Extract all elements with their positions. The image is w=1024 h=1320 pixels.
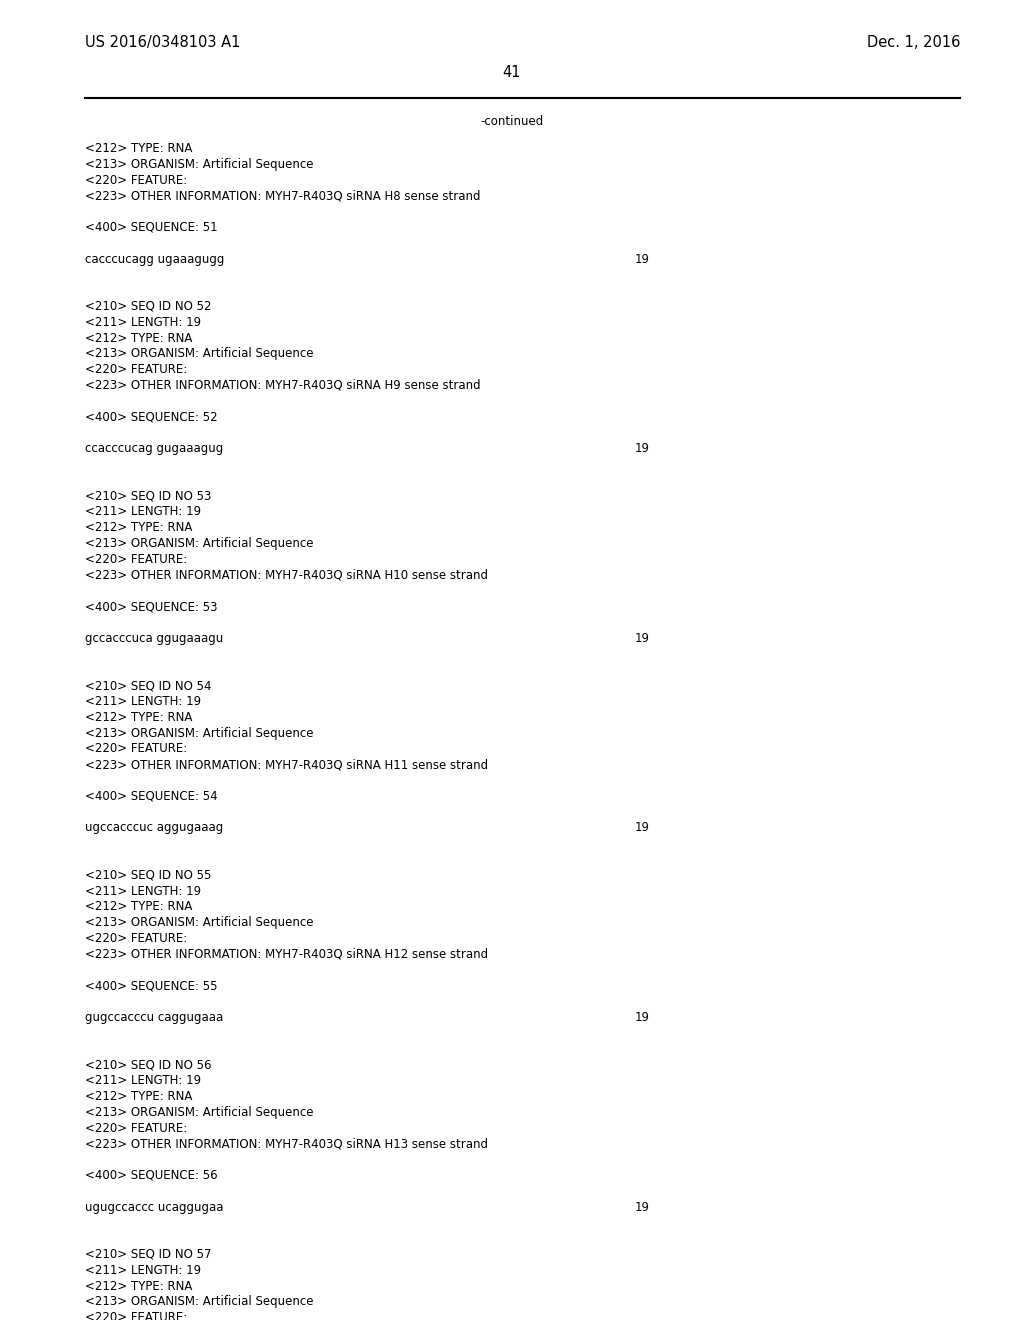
Text: 19: 19	[635, 1201, 650, 1213]
Text: <211> LENGTH: 19: <211> LENGTH: 19	[85, 696, 201, 708]
Text: <220> FEATURE:: <220> FEATURE:	[85, 363, 187, 376]
Text: <400> SEQUENCE: 52: <400> SEQUENCE: 52	[85, 411, 218, 424]
Text: <211> LENGTH: 19: <211> LENGTH: 19	[85, 884, 201, 898]
Text: <400> SEQUENCE: 54: <400> SEQUENCE: 54	[85, 789, 218, 803]
Text: 19: 19	[635, 1011, 650, 1024]
Text: <210> SEQ ID NO 55: <210> SEQ ID NO 55	[85, 869, 211, 882]
Text: <213> ORGANISM: Artificial Sequence: <213> ORGANISM: Artificial Sequence	[85, 916, 313, 929]
Text: <220> FEATURE:: <220> FEATURE:	[85, 553, 187, 566]
Text: <220> FEATURE:: <220> FEATURE:	[85, 1122, 187, 1135]
Text: <212> TYPE: RNA: <212> TYPE: RNA	[85, 1090, 193, 1104]
Text: <213> ORGANISM: Artificial Sequence: <213> ORGANISM: Artificial Sequence	[85, 347, 313, 360]
Text: <213> ORGANISM: Artificial Sequence: <213> ORGANISM: Artificial Sequence	[85, 1295, 313, 1308]
Text: 41: 41	[503, 65, 521, 81]
Text: <212> TYPE: RNA: <212> TYPE: RNA	[85, 331, 193, 345]
Text: US 2016/0348103 A1: US 2016/0348103 A1	[85, 36, 241, 50]
Text: gccacccuca ggugaaagu: gccacccuca ggugaaagu	[85, 632, 223, 644]
Text: <213> ORGANISM: Artificial Sequence: <213> ORGANISM: Artificial Sequence	[85, 158, 313, 170]
Text: <212> TYPE: RNA: <212> TYPE: RNA	[85, 143, 193, 154]
Text: <211> LENGTH: 19: <211> LENGTH: 19	[85, 1263, 201, 1276]
Text: <211> LENGTH: 19: <211> LENGTH: 19	[85, 315, 201, 329]
Text: <220> FEATURE:: <220> FEATURE:	[85, 1311, 187, 1320]
Text: <210> SEQ ID NO 57: <210> SEQ ID NO 57	[85, 1247, 212, 1261]
Text: <400> SEQUENCE: 55: <400> SEQUENCE: 55	[85, 979, 217, 993]
Text: -continued: -continued	[480, 115, 544, 128]
Text: 19: 19	[635, 442, 650, 455]
Text: <223> OTHER INFORMATION: MYH7-R403Q siRNA H12 sense strand: <223> OTHER INFORMATION: MYH7-R403Q siRN…	[85, 948, 488, 961]
Text: ccacccucag gugaaagug: ccacccucag gugaaagug	[85, 442, 223, 455]
Text: <211> LENGTH: 19: <211> LENGTH: 19	[85, 506, 201, 519]
Text: <211> LENGTH: 19: <211> LENGTH: 19	[85, 1074, 201, 1088]
Text: <212> TYPE: RNA: <212> TYPE: RNA	[85, 900, 193, 913]
Text: <210> SEQ ID NO 56: <210> SEQ ID NO 56	[85, 1059, 212, 1072]
Text: 19: 19	[635, 632, 650, 644]
Text: <210> SEQ ID NO 54: <210> SEQ ID NO 54	[85, 680, 212, 692]
Text: <223> OTHER INFORMATION: MYH7-R403Q siRNA H10 sense strand: <223> OTHER INFORMATION: MYH7-R403Q siRN…	[85, 569, 488, 582]
Text: <223> OTHER INFORMATION: MYH7-R403Q siRNA H11 sense strand: <223> OTHER INFORMATION: MYH7-R403Q siRN…	[85, 758, 488, 771]
Text: <220> FEATURE:: <220> FEATURE:	[85, 174, 187, 186]
Text: <220> FEATURE:: <220> FEATURE:	[85, 742, 187, 755]
Text: 19: 19	[635, 252, 650, 265]
Text: <223> OTHER INFORMATION: MYH7-R403Q siRNA H13 sense strand: <223> OTHER INFORMATION: MYH7-R403Q siRN…	[85, 1138, 488, 1151]
Text: <213> ORGANISM: Artificial Sequence: <213> ORGANISM: Artificial Sequence	[85, 1106, 313, 1119]
Text: <212> TYPE: RNA: <212> TYPE: RNA	[85, 521, 193, 535]
Text: ugccacccuc aggugaaag: ugccacccuc aggugaaag	[85, 821, 223, 834]
Text: <220> FEATURE:: <220> FEATURE:	[85, 932, 187, 945]
Text: <213> ORGANISM: Artificial Sequence: <213> ORGANISM: Artificial Sequence	[85, 726, 313, 739]
Text: <400> SEQUENCE: 51: <400> SEQUENCE: 51	[85, 220, 218, 234]
Text: <210> SEQ ID NO 52: <210> SEQ ID NO 52	[85, 300, 212, 313]
Text: <400> SEQUENCE: 56: <400> SEQUENCE: 56	[85, 1170, 218, 1181]
Text: Dec. 1, 2016: Dec. 1, 2016	[866, 36, 961, 50]
Text: gugccacccu caggugaaa: gugccacccu caggugaaa	[85, 1011, 223, 1024]
Text: <223> OTHER INFORMATION: MYH7-R403Q siRNA H8 sense strand: <223> OTHER INFORMATION: MYH7-R403Q siRN…	[85, 189, 480, 202]
Text: <212> TYPE: RNA: <212> TYPE: RNA	[85, 1279, 193, 1292]
Text: ugugccaccc ucaggugaa: ugugccaccc ucaggugaa	[85, 1201, 223, 1213]
Text: cacccucagg ugaaagugg: cacccucagg ugaaagugg	[85, 252, 224, 265]
Text: <213> ORGANISM: Artificial Sequence: <213> ORGANISM: Artificial Sequence	[85, 537, 313, 550]
Text: 19: 19	[635, 821, 650, 834]
Text: <212> TYPE: RNA: <212> TYPE: RNA	[85, 710, 193, 723]
Text: <210> SEQ ID NO 53: <210> SEQ ID NO 53	[85, 490, 211, 503]
Text: <400> SEQUENCE: 53: <400> SEQUENCE: 53	[85, 601, 217, 614]
Text: <223> OTHER INFORMATION: MYH7-R403Q siRNA H9 sense strand: <223> OTHER INFORMATION: MYH7-R403Q siRN…	[85, 379, 480, 392]
